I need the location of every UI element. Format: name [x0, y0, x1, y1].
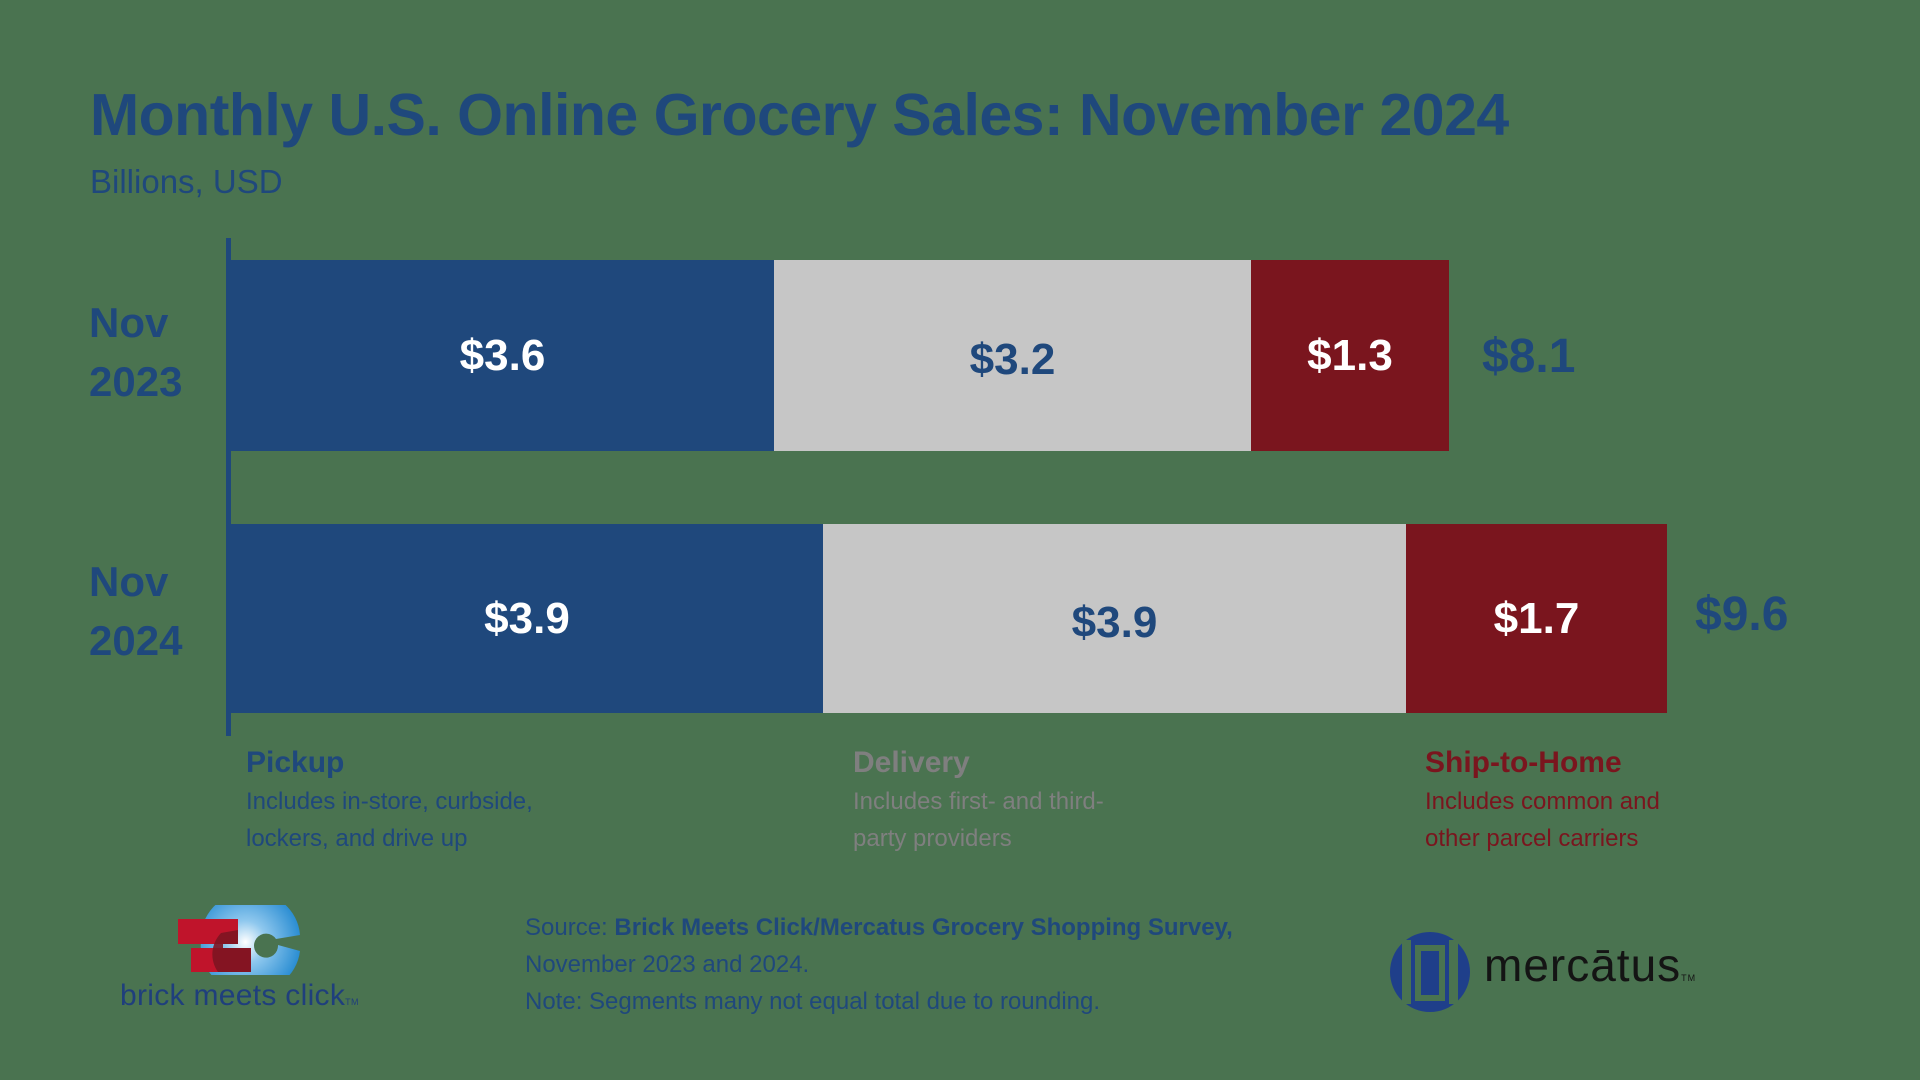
- segment-value-label: $3.2: [969, 334, 1056, 384]
- segment-value-label: $3.9: [484, 593, 570, 643]
- y-axis-line: [226, 238, 231, 736]
- source-name: Brick Meets Click/Mercatus Grocery Shopp…: [614, 914, 1233, 941]
- segment-pickup: $3.9: [231, 524, 823, 713]
- brick-meets-click-wordmark: brick meets clickTM: [120, 979, 359, 1013]
- mercatus-logo: mercātusTM: [1388, 930, 1748, 1020]
- segment-value-label: $1.3: [1307, 330, 1393, 380]
- segment-pickup: $3.6: [231, 260, 774, 451]
- trademark: TM: [345, 997, 359, 1007]
- legend-item-pickup: Pickup Includes in-store, curbside, lock…: [246, 743, 533, 857]
- chart-title: Monthly U.S. Online Grocery Sales: Novem…: [90, 82, 1509, 148]
- row-label-nov-2024: Nov 2024: [89, 552, 182, 670]
- source-prefix: Source:: [525, 914, 615, 941]
- rounding-note: Note: Segments many not equal total due …: [525, 988, 1101, 1015]
- segment-value-label: $1.7: [1493, 593, 1580, 643]
- wordmark-text: mercātus: [1484, 939, 1682, 991]
- source-date: November 2023 and 2024.: [525, 951, 810, 978]
- total-label-nov-2023: $8.1: [1482, 330, 1576, 383]
- mercatus-logo-icon: [1390, 932, 1470, 1012]
- source-note: Source: Brick Meets Click/Mercatus Groce…: [525, 909, 1233, 1020]
- brick-meets-click-logo-icon: [178, 905, 300, 975]
- row-label-nov-2023: Nov 2023: [89, 293, 182, 411]
- legend-description: other parcel carriers: [1425, 825, 1639, 852]
- legend-item-delivery: Delivery Includes first- and third- part…: [853, 743, 1104, 857]
- total-label-nov-2024: $9.6: [1695, 588, 1789, 641]
- legend-title: Ship-to-Home: [1425, 746, 1622, 779]
- segment-delivery: $3.2: [774, 260, 1251, 451]
- segment-value-label: $3.6: [459, 330, 546, 380]
- trademark: TM: [1681, 973, 1697, 983]
- segment-delivery: $3.9: [823, 524, 1406, 713]
- bar-nov-2024: $3.9 $3.9 $1.7: [231, 524, 1667, 713]
- bar-nov-2023: $3.6 $3.2 $1.3: [231, 260, 1449, 451]
- row-label-year: 2023: [89, 358, 183, 405]
- legend-description: Includes in-store, curbside,: [246, 788, 533, 815]
- legend-title: Pickup: [246, 746, 345, 779]
- legend-description: Includes common and: [1425, 788, 1660, 815]
- segment-ship-to-home: $1.3: [1251, 260, 1449, 451]
- mercatus-wordmark: mercātusTM: [1484, 938, 1696, 992]
- segment-value-label: $3.9: [1071, 597, 1158, 647]
- brick-meets-click-logo: brick meets clickTM: [118, 905, 418, 1015]
- wordmark-text: brick meets click: [120, 979, 346, 1012]
- legend-description: lockers, and drive up: [246, 825, 468, 852]
- chart-subtitle: Billions, USD: [90, 163, 283, 200]
- legend-description: party providers: [853, 825, 1012, 852]
- legend-title: Delivery: [853, 746, 970, 779]
- row-label-month: Nov: [89, 299, 169, 346]
- row-label-month: Nov: [89, 558, 169, 605]
- legend-item-ship-to-home: Ship-to-Home Includes common and other p…: [1425, 743, 1660, 857]
- source-line: Source: Brick Meets Click/Mercatus Groce…: [525, 909, 1233, 946]
- segment-ship-to-home: $1.7: [1406, 524, 1667, 713]
- legend-description: Includes first- and third-: [853, 788, 1104, 815]
- row-label-year: 2024: [89, 617, 183, 664]
